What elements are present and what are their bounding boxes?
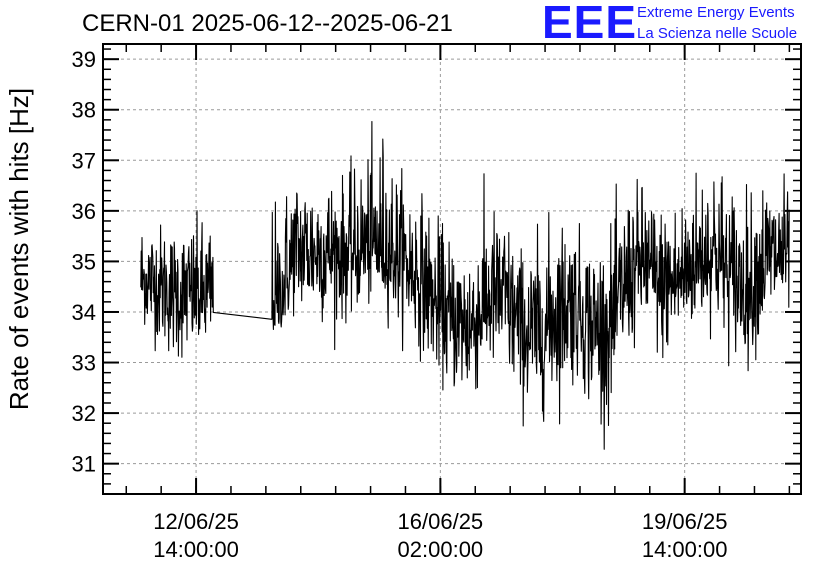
x-tick-labels: 12/06/25 14:00:00 16/06/25 02:00:00 19/06/25… [153, 509, 727, 562]
x-tick-label-time: 14:00:00 [153, 537, 239, 562]
x-tick-label-time: 14:00:00 [642, 537, 728, 562]
y-tick-label: 33 [72, 351, 96, 376]
logo-line-1: Extreme Energy Events [637, 4, 795, 21]
chart-title: CERN-01 2025-06-12--2025-06-21 [82, 10, 453, 37]
y-tick-label: 37 [72, 148, 96, 173]
y-tick-label: 35 [72, 249, 96, 274]
x-tick-label-date: 12/06/25 [153, 509, 239, 534]
x-tick-label-date: 19/06/25 [642, 509, 728, 534]
eee-logo-mark: EEE [542, 0, 638, 48]
y-tick-label: 39 [72, 47, 96, 72]
y-tick-label: 38 [72, 98, 96, 123]
y-tick-label: 36 [72, 199, 96, 224]
axis-ticks [103, 44, 801, 495]
plot-frame [102, 43, 802, 495]
x-tick-label-date: 16/06/25 [398, 509, 484, 534]
logo-line-2: La Scienza nelle Scuole [637, 25, 798, 42]
y-axis-title: Rate of events with hits [Hz] [4, 88, 34, 410]
series-line [140, 120, 790, 450]
y-tick-label: 34 [72, 300, 96, 325]
data-series [140, 120, 790, 450]
y-tick-label: 31 [72, 452, 96, 477]
y-tick-label: 32 [72, 401, 96, 426]
eee-logo: EEE Extreme Energy Events La Scienza nel… [542, 0, 832, 48]
y-tick-labels: 31 32 33 34 35 36 37 38 39 [72, 47, 96, 476]
x-tick-label-time: 02:00:00 [398, 537, 484, 562]
